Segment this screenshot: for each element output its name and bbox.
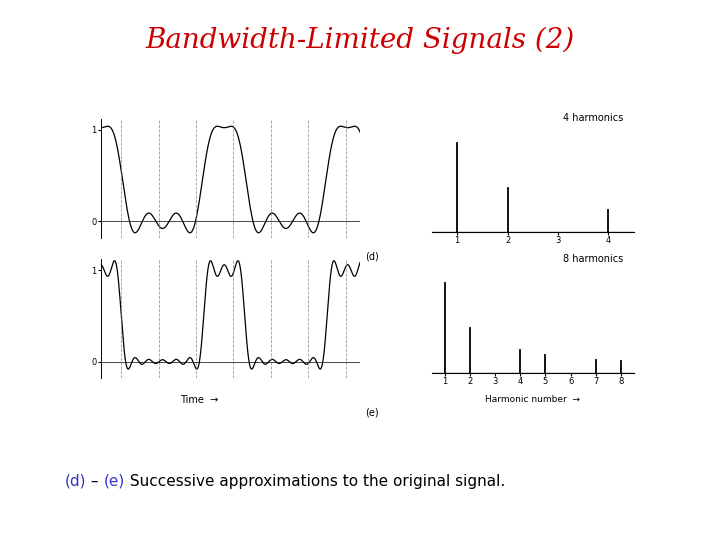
Text: 8 harmonics: 8 harmonics (563, 254, 624, 264)
Text: (d): (d) (365, 252, 379, 262)
Text: 4 harmonics: 4 harmonics (563, 113, 624, 124)
Text: –: – (86, 474, 104, 489)
Text: Time  →: Time → (180, 395, 218, 404)
Text: Successive approximations to the original signal.: Successive approximations to the origina… (125, 474, 505, 489)
Text: (e): (e) (104, 474, 125, 489)
Text: Bandwidth-Limited Signals (2): Bandwidth-Limited Signals (2) (145, 27, 575, 55)
Text: (e): (e) (365, 408, 379, 418)
Text: Harmonic number  →: Harmonic number → (485, 395, 580, 404)
Text: (d): (d) (65, 474, 86, 489)
